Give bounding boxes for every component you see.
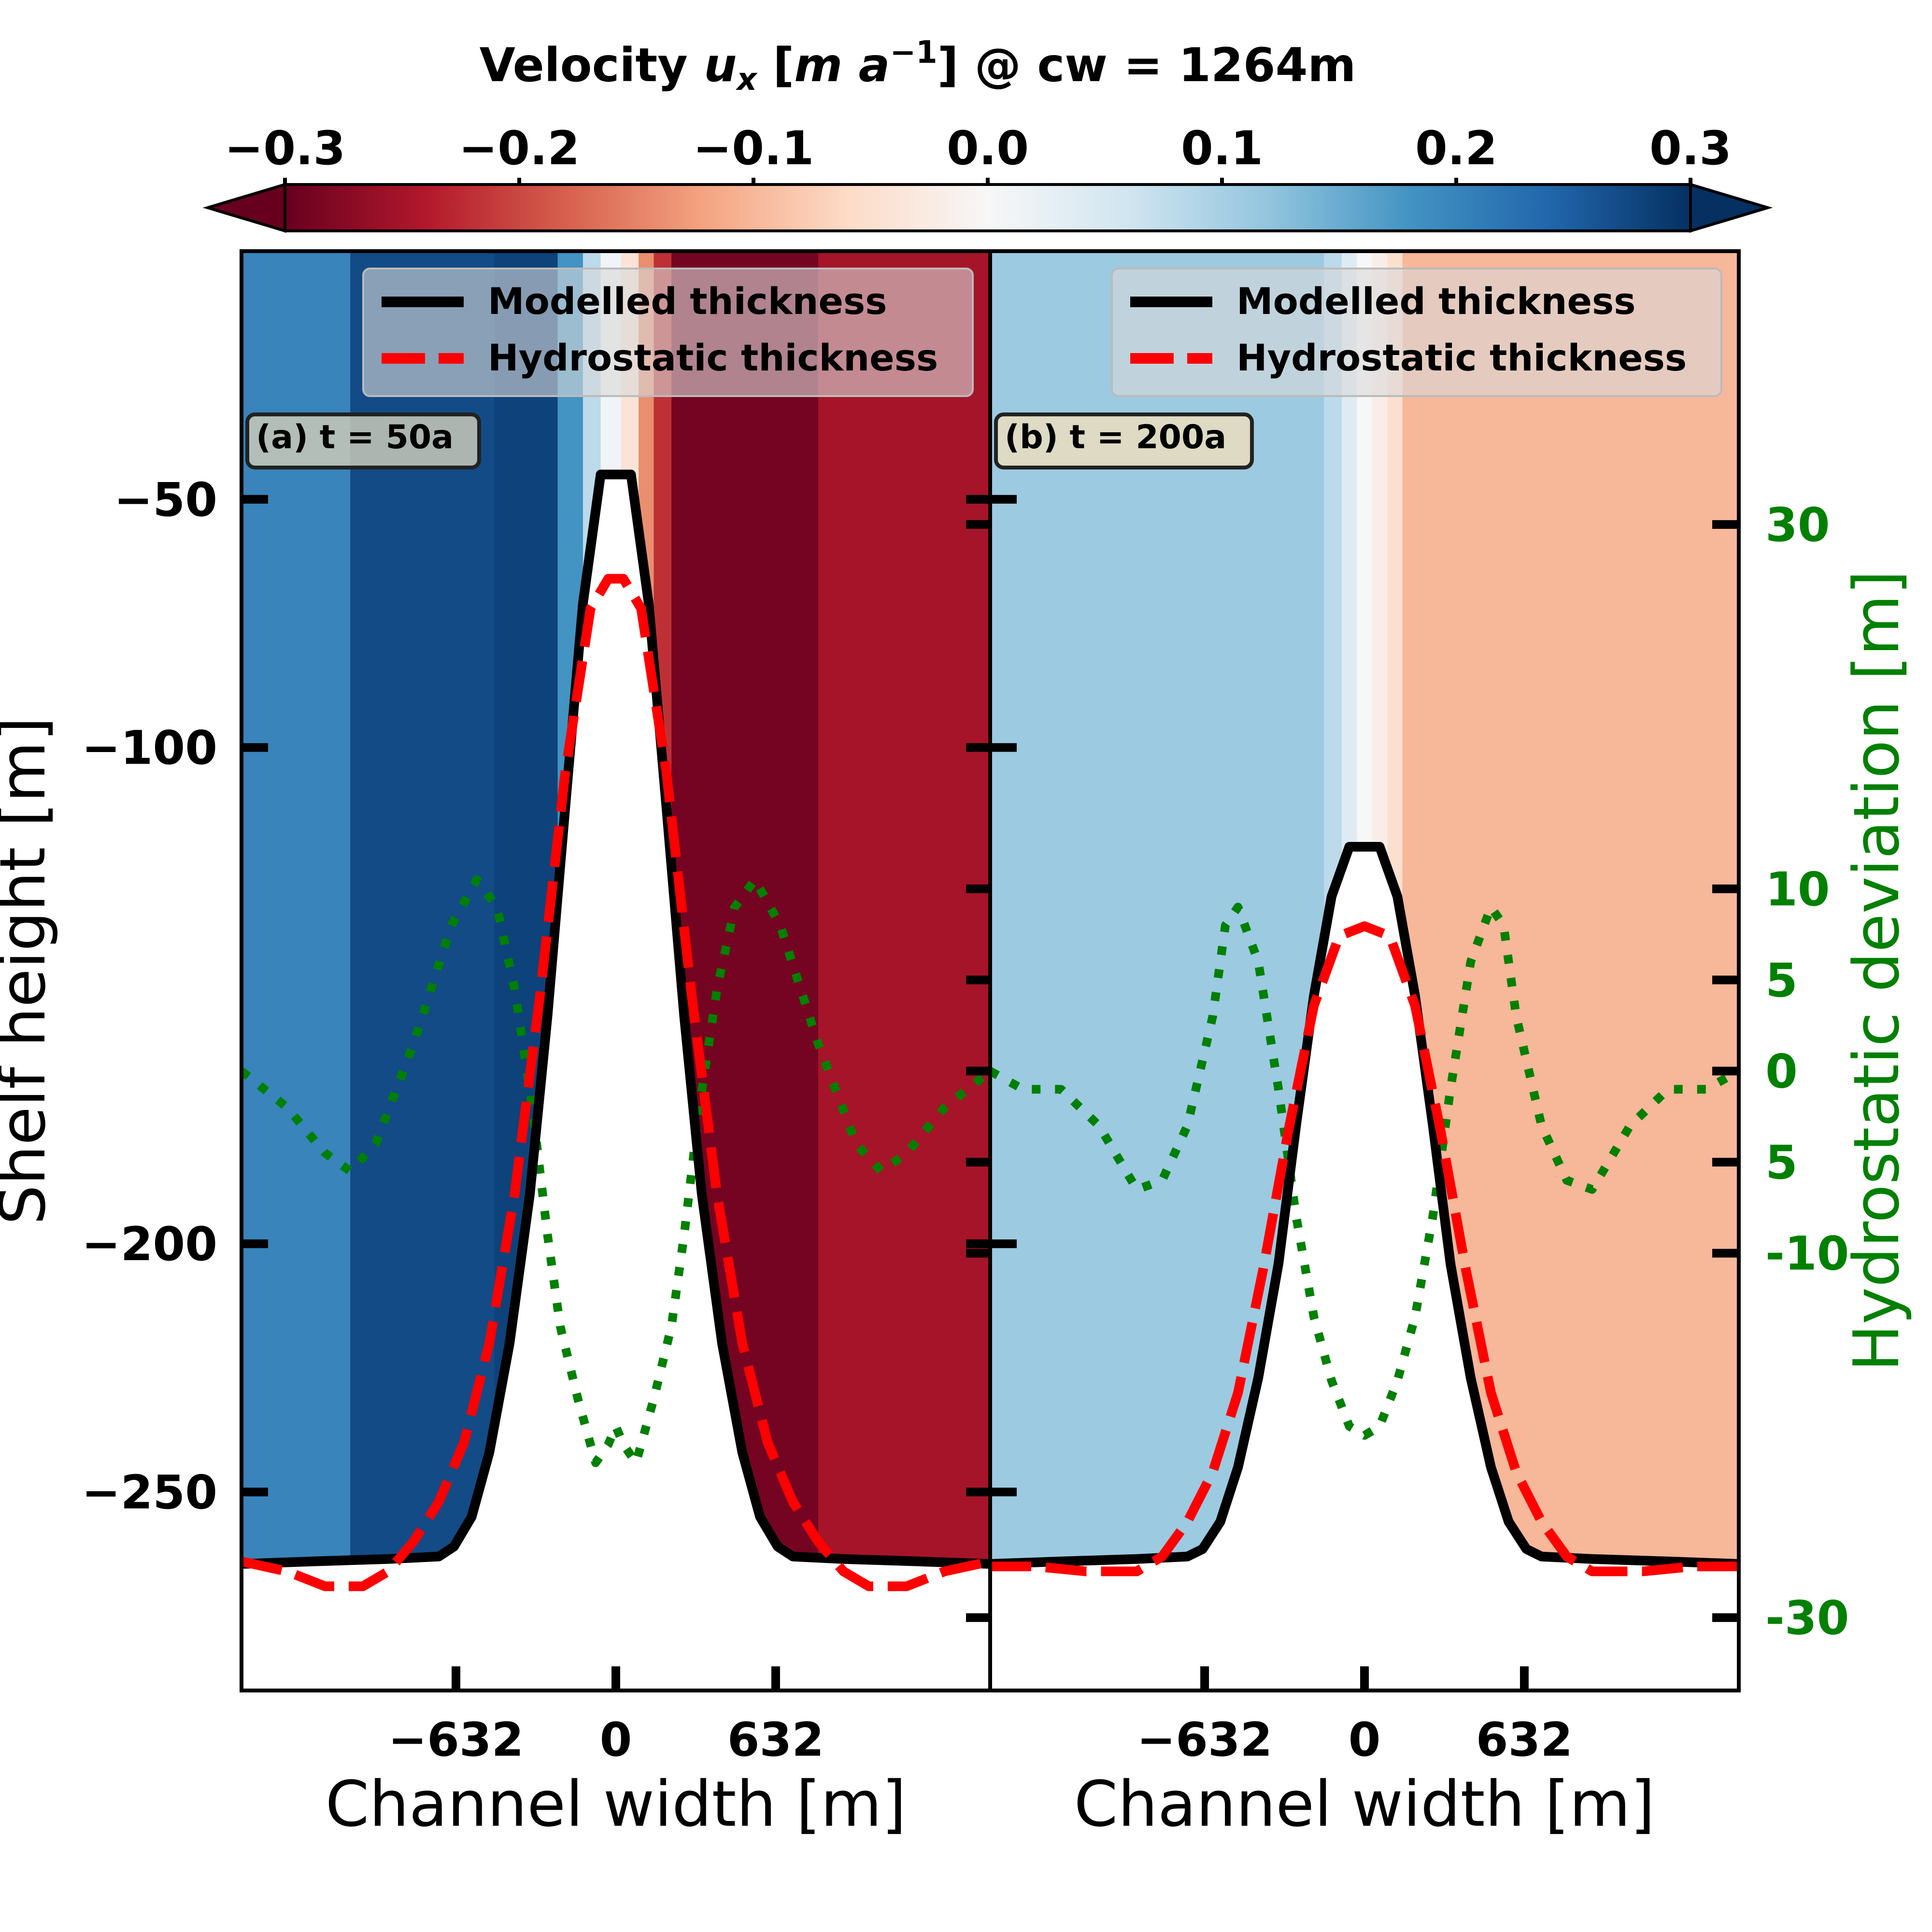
panel-b-lines [991,842,1739,1577]
colorbar-title-unit-exp: −1 [890,35,937,71]
right-tick-label: 5 [1765,953,1798,1008]
left-axis-ticks: −50 −100 −200 −250 [82,473,1017,1520]
colorbar-tick-label: −0.1 [693,121,814,175]
left-tick-label: −100 [82,721,217,775]
right-tick-label: 0 [1765,1044,1798,1098]
panel-b-x-ticks: −632 0 632 [1137,1666,1573,1767]
panel-a-lines [242,469,989,1591]
panel-a [242,251,989,1690]
legend-modelled-label: Modelled thickness [1236,280,1636,323]
x-tick-label: 0 [600,1713,632,1767]
panel-a-legend: Modelled thickness Hydrostatic thickness [362,268,974,397]
below-shelf-fill [242,474,989,1690]
modelled-thickness-line [991,842,1739,1569]
left-axis-label: Shelf height [m] [0,717,59,1225]
below-shelf-fill [991,847,1739,1690]
right-tick-label: -10 [1765,1227,1849,1281]
colorbar-tick-label: 0.2 [1415,121,1497,175]
right-axis-label: Hydrostatic deviation [m] [1840,570,1913,1371]
right-tick-label: 10 [1765,862,1830,916]
x-tick-label: −632 [1137,1713,1273,1767]
colorbar-tick-label: 0.0 [947,121,1029,175]
panel-b-tag-text: (b) t = 200a [1005,418,1226,456]
right-tick-label: 5 [1765,1136,1798,1190]
x-tick-label: 632 [1476,1713,1573,1767]
x-tick-label: 632 [727,1713,824,1767]
left-tick-label: −250 [82,1465,217,1520]
colorbar-title: Velocity ux [m a−1] @ cw = 1264m [480,35,1356,98]
panel-b [991,251,1739,1690]
panel-b-legend: Modelled thickness Hydrostatic thickness [1111,268,1722,397]
colorbar-title-prefix: Velocity [480,38,704,92]
left-tick-label: −50 [114,473,217,527]
velocity-band [818,251,989,1690]
colorbar-title-unit-m: m a [794,38,890,92]
modelled-thickness-line [242,469,989,1569]
legend-hydrostatic-label: Hydrostatic thickness [1236,336,1687,379]
right-tick-label: 30 [1765,498,1830,552]
hydrostatic-deviation-line [991,903,1739,1440]
colorbar-extend-left [202,182,286,233]
panel-b-x-axis-label: Channel width [m] [1074,1767,1655,1841]
colorbar-tick-label: −0.2 [459,121,580,175]
panel-a-x-axis-label: Channel width [m] [326,1767,907,1841]
colorbar-tick-label: −0.3 [225,121,346,175]
x-tick-label: 0 [1349,1713,1381,1767]
colorbar-title-unit-close: ] @ cw = 1264m [938,38,1356,92]
panel-a-below-shelf [242,474,989,1690]
colorbar-title-sub: x [736,62,758,98]
colorbar-tick-label: 0.3 [1649,121,1732,175]
colorbar-tick-label: 0.1 [1181,121,1263,175]
x-tick-label: −632 [388,1713,524,1767]
hydrostatic-thickness-line [242,574,989,1591]
panel-b-tag: (b) t = 200a [994,412,1254,469]
legend-hydrostatic-label: Hydrostatic thickness [488,336,938,379]
colorbar-bar [284,183,1692,232]
colorbar-title-var: u [704,38,737,92]
velocity-band [350,251,495,1690]
right-tick-label: -30 [1765,1591,1849,1645]
right-axis-ticks: 30 10 5 0 5 -10 -30 [966,498,1849,1645]
panel-b-below-shelf [991,847,1739,1690]
legend-modelled-label: Modelled thickness [488,280,887,323]
velocity-band [242,251,351,1690]
colorbar: Velocity ux [m a−1] @ cw = 1264m −0.3 −0.… [202,35,1773,233]
panel-a-tag: (a) t = 50a [245,412,481,469]
panel-a-tag-text: (a) t = 50a [256,418,454,456]
colorbar-extend-right [1689,182,1773,233]
panel-a-x-ticks: −632 0 632 [388,1666,824,1767]
colorbar-ticks: −0.3 −0.2 −0.1 0.0 0.1 0.2 0.3 [225,121,1732,185]
hydrostatic-thickness-line [991,921,1739,1577]
colorbar-title-unit-open: [ [757,38,794,92]
left-tick-label: −200 [82,1217,217,1271]
